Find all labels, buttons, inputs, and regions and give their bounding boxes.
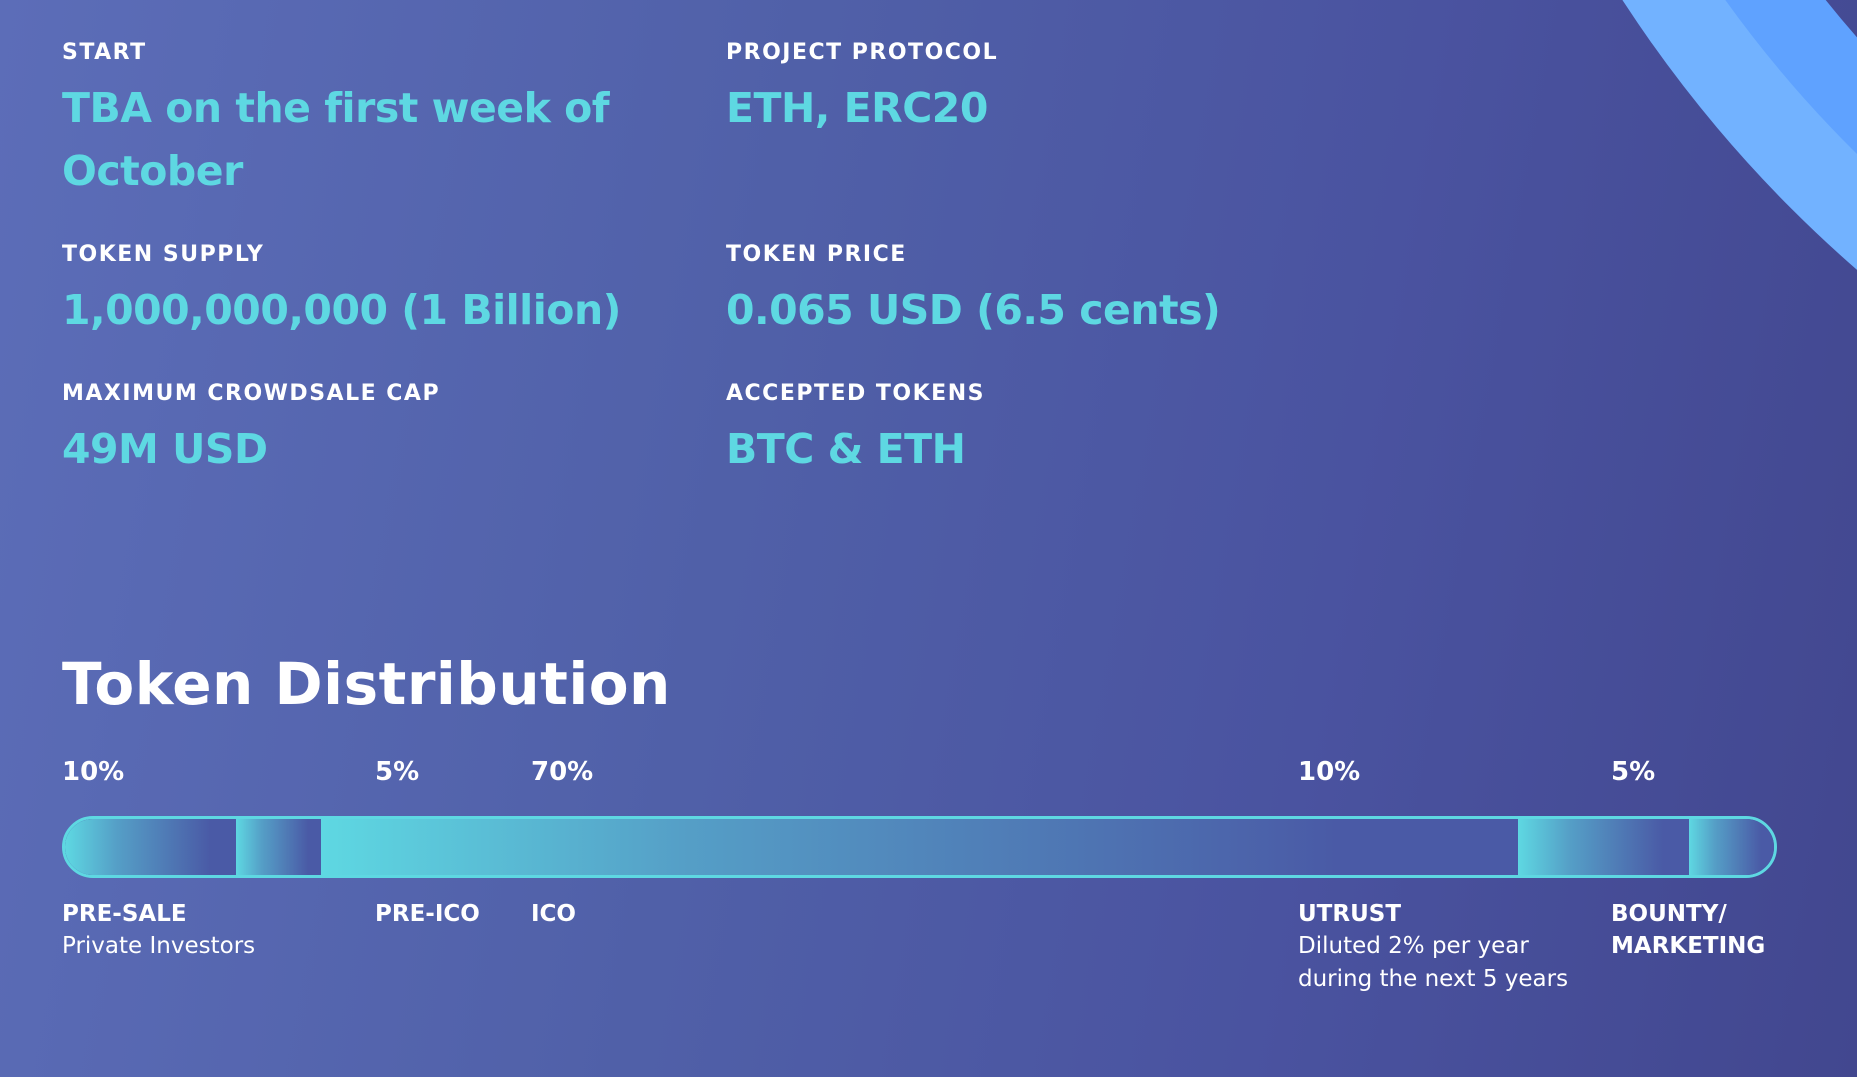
segment-presale [65,819,236,875]
info-cap: MAXIMUM CROWDSALE CAP 49M USD [62,381,682,481]
segment-preico [235,819,322,875]
segment-percent-preico: 5% [375,757,420,787]
segment-bounty [1688,819,1774,875]
segment-utrust [1517,819,1689,875]
segment-percent-presale: 10% [62,757,125,787]
segment-ico [321,819,1518,875]
info-price: TOKEN PRICE 0.065 USD (6.5 cents) [726,242,1346,342]
segment-percent-bounty: 5% [1611,757,1656,787]
distribution-bar [62,816,1777,878]
supply-value: 1,000,000,000 (1 Billion) [62,286,621,334]
price-label: TOKEN PRICE [726,242,907,267]
segment-label-presale: PRE-SALE Private Investors [62,898,362,963]
accepted-value: BTC & ETH [726,425,966,473]
cap-label: MAXIMUM CROWDSALE CAP [62,381,441,406]
supply-label: TOKEN SUPPLY [62,242,265,267]
protocol-value: ETH, ERC20 [726,84,988,132]
segment-desc-presale: Private Investors [62,933,256,959]
start-label: START [62,40,147,65]
segment-label-ico: ICO [531,898,681,930]
info-supply: TOKEN SUPPLY 1,000,000,000 (1 Billion) [62,242,682,342]
price-value: 0.065 USD (6.5 cents) [726,286,1221,334]
segment-name-preico: PRE-ICO [375,901,480,927]
start-value: TBA on the first week of October [62,84,610,195]
segment-name-ico: ICO [531,901,576,927]
segment-percent-utrust: 10% [1298,757,1361,787]
info-protocol: PROJECT PROTOCOL ETH, ERC20 [726,40,1326,140]
cap-value: 49M USD [62,425,268,473]
segment-name-bounty: BOUNTY/ MARKETING [1611,901,1766,959]
protocol-label: PROJECT PROTOCOL [726,40,999,65]
segment-percent-ico: 70% [531,757,594,787]
segment-label-preico: PRE-ICO [375,898,525,930]
accepted-label: ACCEPTED TOKENS [726,381,985,406]
info-accepted: ACCEPTED TOKENS BTC & ETH [726,381,1346,481]
segment-label-bounty: BOUNTY/ MARKETING [1611,898,1766,962]
section-title: Token Distribution [62,650,671,718]
segment-desc-utrust: Diluted 2% per year during the next 5 ye… [1298,933,1569,992]
segment-name-presale: PRE-SALE [62,901,187,927]
segment-name-utrust: UTRUST [1298,901,1402,927]
segment-label-utrust: UTRUST Diluted 2% per year during the ne… [1298,898,1598,996]
info-start: START TBA on the first week of October [62,40,622,203]
